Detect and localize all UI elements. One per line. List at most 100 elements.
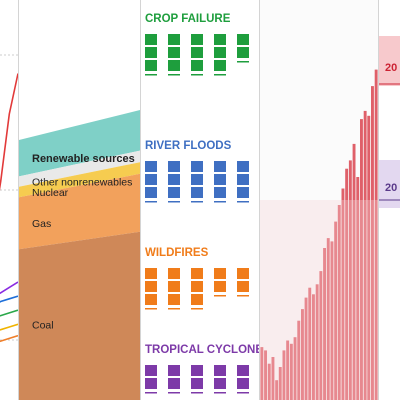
hazard-bar-tick xyxy=(145,201,157,203)
red-bar xyxy=(308,287,312,400)
red-bar xyxy=(345,168,349,400)
red-bar xyxy=(374,69,378,400)
panel-line-chart xyxy=(0,0,18,400)
hazard-bar-segment xyxy=(191,294,203,305)
hazard-bar-segment xyxy=(168,281,180,292)
hazard-bar-tick xyxy=(191,308,203,310)
hazard-bar-segment xyxy=(145,281,157,292)
hazard-bar-tick xyxy=(145,392,157,394)
red-bar xyxy=(334,221,338,400)
hazard-bar-segment xyxy=(237,365,249,376)
red-bar xyxy=(337,205,341,400)
red-bar xyxy=(304,297,308,400)
hazard-bar-segment xyxy=(191,268,203,279)
hazard-title: CROP FAILURE xyxy=(145,13,231,25)
hazard-bar-segment xyxy=(237,47,249,58)
divider xyxy=(378,0,379,400)
hazard-bar-segment xyxy=(237,281,249,292)
hazard-bar-tick xyxy=(214,201,226,203)
hazard-bar-segment xyxy=(168,161,180,172)
hazard-bar-tick xyxy=(168,392,180,394)
hazard-bar-tick xyxy=(145,74,157,76)
hazard-bar-segment xyxy=(191,34,203,45)
red-bar xyxy=(323,248,326,400)
area-label: Gas xyxy=(32,218,51,230)
hazard-bar-segment xyxy=(168,365,180,376)
divider xyxy=(259,0,260,400)
hazard-bar-segment xyxy=(191,365,203,376)
hazard-bar-segment xyxy=(145,187,157,198)
divider xyxy=(140,0,141,400)
divider xyxy=(18,0,19,400)
red-bar xyxy=(367,115,371,400)
series-line xyxy=(0,323,18,331)
red-bar xyxy=(352,143,356,400)
red-bar xyxy=(264,350,267,400)
hazard-bar-tick xyxy=(237,61,249,63)
hazard-bar-segment xyxy=(168,187,180,198)
hazard-bar-tick xyxy=(191,74,203,76)
hazard-bar-segment xyxy=(145,365,157,376)
hazard-bar-segment xyxy=(191,187,203,198)
area-band xyxy=(19,150,140,187)
hazard-title: WILDFIRES xyxy=(145,247,209,259)
red-bar-chart xyxy=(260,0,378,400)
hazard-bar-segment xyxy=(214,365,226,376)
label-band xyxy=(379,160,400,208)
hazard-bar-segment xyxy=(214,47,226,58)
red-bar xyxy=(289,343,293,400)
red-bar xyxy=(326,238,330,400)
hazard-bar-segment xyxy=(214,60,226,71)
year-label: 20 xyxy=(385,62,397,74)
series-line xyxy=(0,295,18,303)
area-band xyxy=(19,231,140,400)
hazard-bar-segment xyxy=(214,378,226,389)
hazard-bar-segment xyxy=(168,34,180,45)
year-label: 20 xyxy=(385,182,397,194)
hazard-bar-segment xyxy=(191,60,203,71)
hazard-bar-segment xyxy=(214,281,226,292)
red-bar xyxy=(301,309,304,400)
hazard-bar-segment xyxy=(168,47,180,58)
red-bar xyxy=(278,367,282,400)
red-bar xyxy=(341,188,345,400)
red-bar xyxy=(267,363,271,400)
hazard-bar-tick xyxy=(214,392,226,394)
hazard-bar-segment xyxy=(237,34,249,45)
hazard-bar-segment xyxy=(168,174,180,185)
panel-red-bars xyxy=(260,0,378,400)
red-bar xyxy=(275,380,279,400)
area-band xyxy=(19,110,140,177)
hazard-bar-segment xyxy=(191,174,203,185)
area-band xyxy=(19,173,140,250)
hazard-bar-tick xyxy=(168,74,180,76)
red-bar xyxy=(282,350,286,400)
series-line xyxy=(0,334,18,343)
hazard-title: TROPICAL CYCLONES xyxy=(145,344,259,356)
area-label: Other nonrenewables xyxy=(32,177,132,189)
hazard-bar-segment xyxy=(237,378,249,389)
red-bar xyxy=(297,320,301,400)
hazard-bar-tick xyxy=(168,201,180,203)
hazard-bar-tick xyxy=(214,295,226,297)
hazard-bar-segment xyxy=(191,161,203,172)
series-line xyxy=(0,73,18,191)
area-label: Coal xyxy=(32,320,54,332)
red-bar xyxy=(348,160,352,400)
red-bar xyxy=(360,119,363,400)
hazard-bar-tick xyxy=(168,308,180,310)
hazard-bar-segment xyxy=(237,174,249,185)
energy-area-chart: Renewable sources Other nonrenewablesNucl… xyxy=(19,110,140,400)
hazard-bar-segment xyxy=(168,294,180,305)
hazard-bar-segment xyxy=(145,268,157,279)
hazard-bar-segment xyxy=(191,378,203,389)
hazard-bar-tick xyxy=(214,74,226,76)
series-line xyxy=(0,309,18,317)
hazard-bar-panels: CROP FAILURE RIVER FLOODS WILDFIRES TROPICA… xyxy=(145,13,259,394)
hazard-bar-segment xyxy=(214,174,226,185)
label-band xyxy=(379,36,400,86)
red-bar xyxy=(371,86,374,400)
red-bar xyxy=(315,284,319,400)
panel-energy-area: Renewable sources Other nonrenewables Nucl… xyxy=(19,0,140,400)
